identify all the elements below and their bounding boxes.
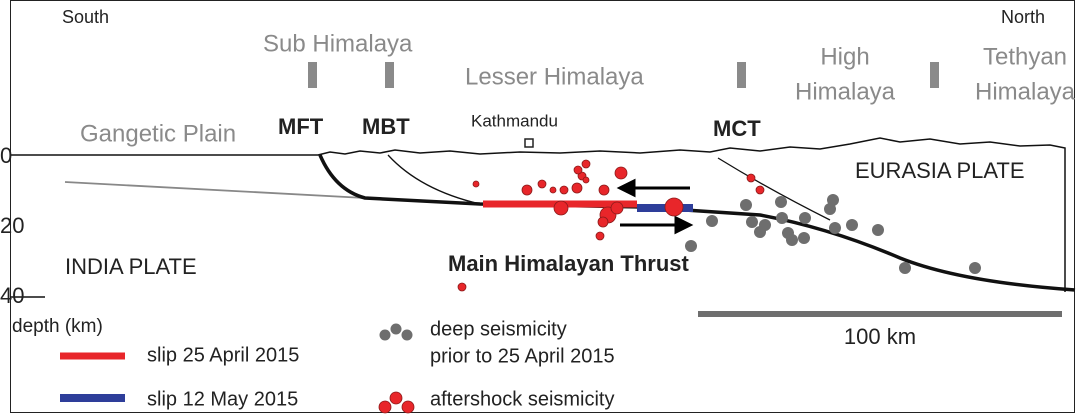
mft: MFT xyxy=(278,114,324,139)
depth-tick: 0 xyxy=(0,143,12,168)
tethyan-himalaya: Tethyan xyxy=(983,43,1067,70)
legend-symbol xyxy=(379,392,414,413)
lesser-himalaya: Lesser Himalaya xyxy=(465,63,644,90)
india-plate: INDIA PLATE xyxy=(65,254,197,279)
legend-label: prior to 25 April 2015 xyxy=(430,345,615,367)
eurasia-plate: EURASIA PLATE xyxy=(855,158,1025,183)
kathmandu: Kathmandu xyxy=(471,111,558,130)
legend-symbol xyxy=(380,324,413,341)
legend-label: slip 25 April 2015 xyxy=(147,344,299,366)
main-himalayan-thrust: Main Himalayan Thrust xyxy=(448,251,690,276)
mbt: MBT xyxy=(362,114,410,139)
depth-tick: 40 xyxy=(0,283,24,308)
gangetic-plain: Gangetic Plain xyxy=(80,120,236,147)
tethyan-himalaya: Himalaya xyxy=(975,78,1076,105)
south-label: South xyxy=(62,7,109,27)
depth-tick: 20 xyxy=(0,213,24,238)
north-label: North xyxy=(1001,7,1045,27)
sub-himalaya: Sub Himalaya xyxy=(263,30,413,57)
legend-label: slip 12 May 2015 xyxy=(147,388,298,410)
cross-section: South North Sub Himalaya Lesser Himalaya… xyxy=(0,0,1083,414)
legend-label: deep seismicity xyxy=(430,318,567,340)
high-himalaya: High xyxy=(820,43,869,70)
kathmandu-marker xyxy=(525,139,533,147)
high-himalaya: Himalaya xyxy=(795,78,896,105)
mct: MCT xyxy=(713,116,761,141)
depth-title: depth (km) xyxy=(12,316,103,337)
legend-label: aftershock seismicity xyxy=(430,388,615,410)
scale-label: 100 km xyxy=(844,324,916,349)
